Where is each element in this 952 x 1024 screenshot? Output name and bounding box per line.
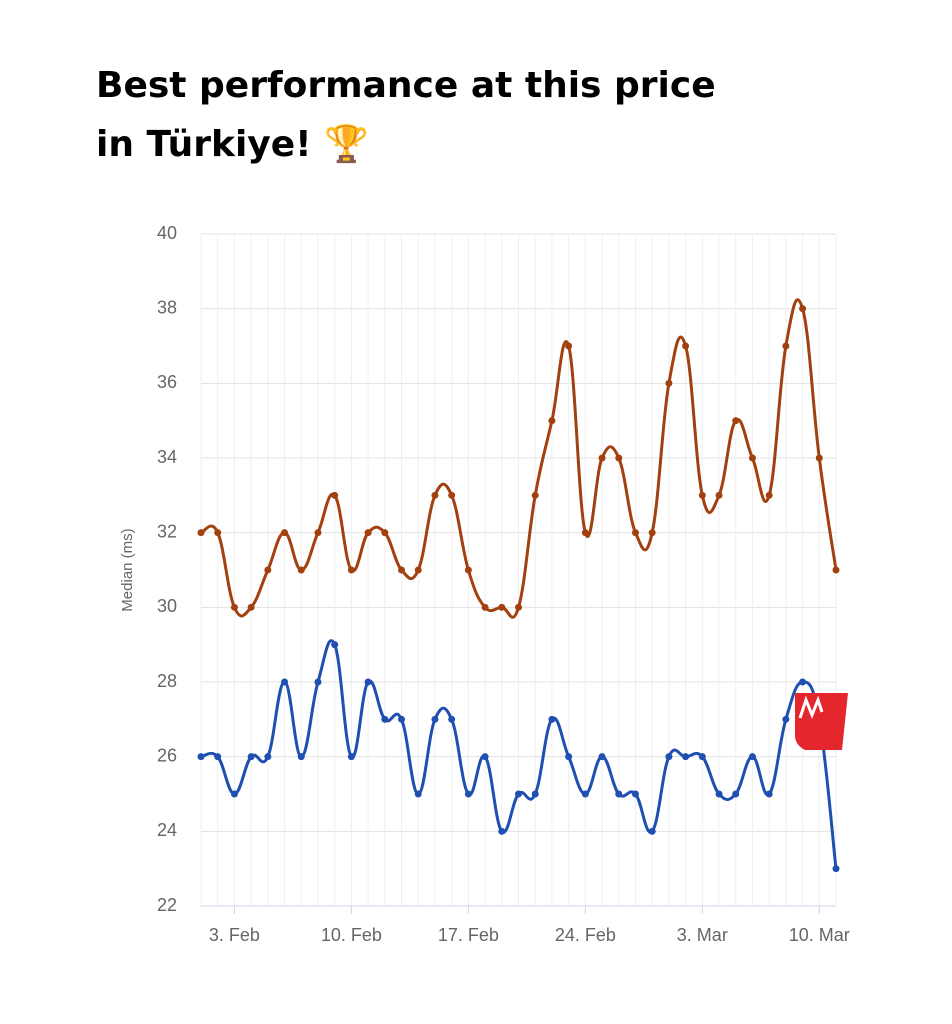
x-tick-label: 10. Feb <box>321 925 382 945</box>
point <box>631 529 639 537</box>
point <box>748 454 756 462</box>
point <box>832 566 840 574</box>
x-tick-label: 17. Feb <box>438 925 499 945</box>
point <box>297 566 305 574</box>
point <box>448 491 456 499</box>
y-tick-label: 22 <box>157 895 177 915</box>
point <box>197 529 205 537</box>
point <box>414 566 422 574</box>
point <box>347 753 355 761</box>
point <box>799 678 807 686</box>
point <box>548 715 556 723</box>
point <box>464 790 472 798</box>
point <box>648 827 656 835</box>
point <box>531 790 539 798</box>
point <box>732 790 740 798</box>
point <box>498 827 506 835</box>
point <box>799 305 807 313</box>
badge-mark <box>798 695 824 720</box>
title-line: Best performance at this price <box>96 65 716 106</box>
badge-icon <box>795 693 848 750</box>
point <box>682 753 690 761</box>
point <box>247 603 255 611</box>
point <box>698 491 706 499</box>
y-tick-label: 24 <box>157 820 177 840</box>
point <box>381 715 389 723</box>
point <box>631 790 639 798</box>
y-axis-title: Median (ms) <box>119 528 136 611</box>
point <box>314 678 322 686</box>
point <box>264 566 272 574</box>
point <box>615 790 623 798</box>
point <box>715 491 723 499</box>
point <box>765 491 773 499</box>
point <box>715 790 723 798</box>
point <box>398 715 406 723</box>
point <box>314 529 322 537</box>
point <box>230 603 238 611</box>
point <box>364 529 372 537</box>
point <box>364 678 372 686</box>
point <box>381 529 389 537</box>
point <box>748 753 756 761</box>
point <box>297 753 305 761</box>
point <box>281 529 289 537</box>
point <box>398 566 406 574</box>
point <box>782 715 790 723</box>
point <box>464 566 472 574</box>
point <box>665 379 673 387</box>
point <box>765 790 773 798</box>
point <box>515 790 522 798</box>
point <box>214 529 222 537</box>
point <box>531 491 539 499</box>
y-tick-label: 26 <box>157 745 177 765</box>
point <box>431 491 439 499</box>
y-tick-label: 40 <box>157 223 177 243</box>
point <box>264 753 272 761</box>
x-tick-label: 10. Mar <box>789 925 850 945</box>
point <box>548 417 556 425</box>
point <box>515 603 522 611</box>
x-tick-label: 24. Feb <box>555 925 616 945</box>
point <box>698 753 706 761</box>
point <box>581 529 589 537</box>
point <box>481 753 489 761</box>
point <box>197 753 205 761</box>
point <box>214 753 222 761</box>
point <box>281 678 289 686</box>
point <box>247 753 255 761</box>
y-tick-label: 28 <box>157 671 177 691</box>
y-tick-label: 30 <box>157 596 177 616</box>
point <box>331 641 339 649</box>
point <box>230 790 238 798</box>
point <box>448 715 456 723</box>
point <box>782 342 790 350</box>
point <box>598 753 606 761</box>
point <box>565 753 573 761</box>
y-tick-label: 34 <box>157 447 177 467</box>
point <box>581 790 589 798</box>
point <box>431 715 439 723</box>
point <box>665 753 673 761</box>
point <box>498 603 506 611</box>
y-tick-label: 36 <box>157 372 177 392</box>
point <box>648 529 656 537</box>
x-tick-label: 3. Mar <box>677 925 728 945</box>
point <box>331 491 339 499</box>
y-tick-label: 32 <box>157 521 177 541</box>
point <box>682 342 690 350</box>
y-tick-label: 38 <box>157 297 177 317</box>
point <box>414 790 422 798</box>
point <box>565 342 573 350</box>
point <box>832 865 840 873</box>
point <box>598 454 606 462</box>
point <box>615 454 623 462</box>
point <box>481 603 489 611</box>
point <box>815 454 823 462</box>
point <box>347 566 355 574</box>
title-line: in Türkiye! 🏆 <box>96 123 369 165</box>
point <box>732 417 740 425</box>
x-tick-label: 3. Feb <box>209 925 260 945</box>
